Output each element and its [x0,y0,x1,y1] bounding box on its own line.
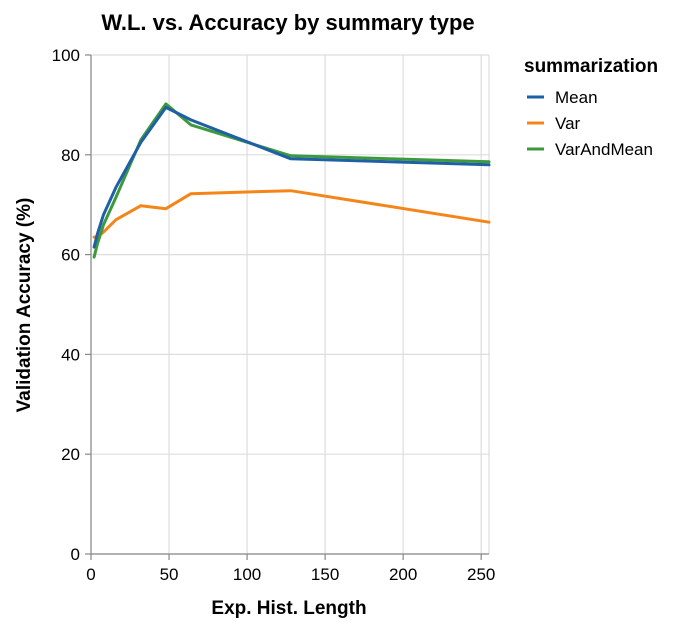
legend-title: summarization [524,56,658,77]
y-tick-label-0: 0 [71,545,80,564]
legend-label-var: Var [555,114,581,133]
y-tick-label-2: 40 [61,345,80,364]
x-tick-label-1: 50 [160,565,179,584]
y-axis-title: Validation Accuracy (%) [14,198,35,413]
grid [90,54,490,555]
series-lines [92,102,491,259]
legend: summarization Mean Var VarAndMean [524,56,658,159]
x-tick-label-3: 150 [311,565,339,584]
legend-label-varandmean: VarAndMean [555,140,653,159]
y-tick-label-3: 60 [61,246,80,265]
axes: 0 50 100 150 200 250 0 20 40 60 80 100 [52,46,496,584]
x-tick-label-0: 0 [86,565,95,584]
y-tick-label-4: 80 [61,146,80,165]
series-line-var [92,189,491,239]
series-line-mean [92,105,491,249]
x-tick-label-2: 100 [233,565,261,584]
legend-label-mean: Mean [555,88,598,107]
x-axis-title: Exp. Hist. Length [211,598,366,619]
y-tick-label-1: 20 [61,445,80,464]
chart-title: W.L. vs. Accuracy by summary type [101,10,474,35]
x-tick-label-4: 200 [389,565,417,584]
x-tick-label-5: 250 [467,565,495,584]
y-tick-label-5: 100 [52,46,80,65]
